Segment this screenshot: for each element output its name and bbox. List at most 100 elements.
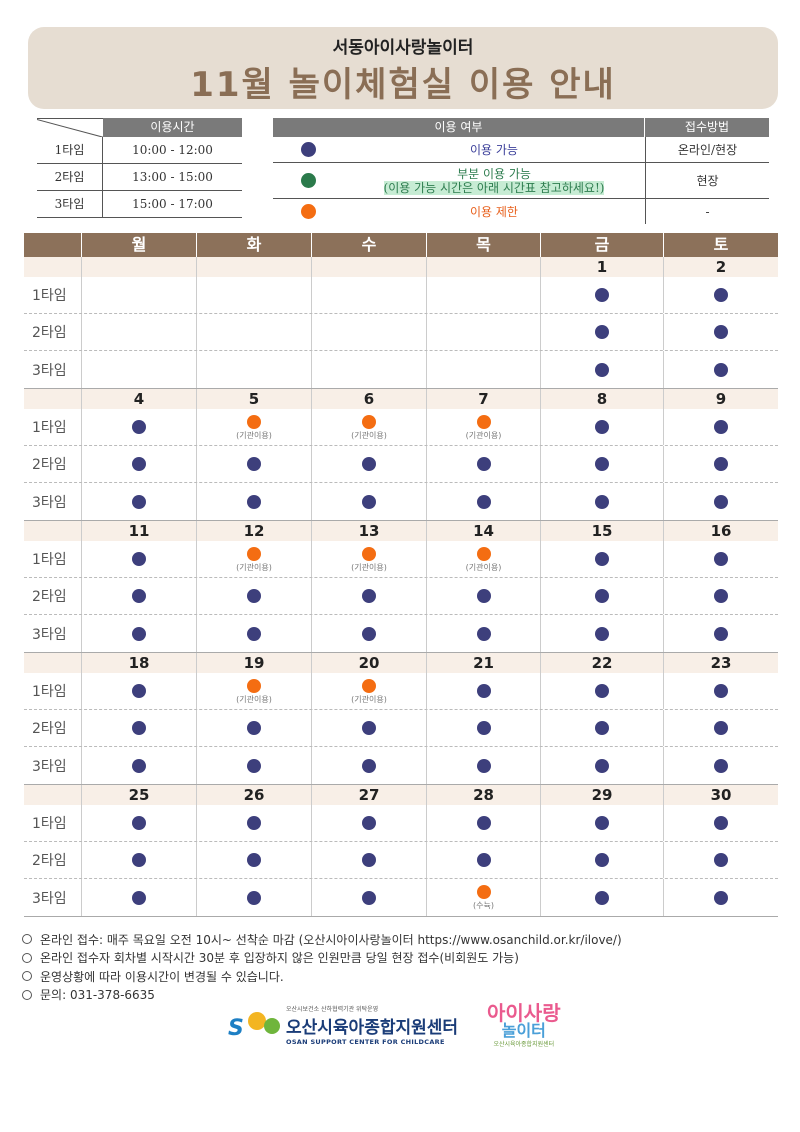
- slot-cell: [427, 805, 541, 841]
- time-row-time: 15:00 - 17:00: [132, 197, 213, 211]
- date-number: 9: [715, 390, 727, 408]
- date-number: 5: [197, 389, 312, 409]
- date-row: 25 26 27 28 29 30: [24, 785, 778, 805]
- slot-cell: [312, 578, 427, 614]
- calendar-week: 11 12 13 14 15 16 1타임 (기관이용) (기관이용) (기관이용) 2타임 3타임: [24, 521, 778, 653]
- note-text: 문의: 031-378-6635: [40, 988, 155, 1003]
- available-dot-icon: [247, 816, 261, 830]
- slot-cell: (기관이용): [197, 541, 312, 577]
- calendar: 월 화 수 목 금 토 1 2 1타임 2타임 3타임 4 5 6 7 8 9 1타임 (기관이용) (기…: [24, 233, 778, 917]
- slot-cell: [312, 277, 427, 313]
- slot-cell: [427, 277, 541, 313]
- available-dot-icon: [362, 758, 376, 773]
- status-text-note: (이용 가능 시간은 아래 시간표 참고하세요!): [383, 180, 605, 195]
- slot-cell: [82, 446, 197, 482]
- slot-cell: [312, 842, 427, 878]
- time-row-name: 3타임: [37, 191, 103, 217]
- available-dot-icon: [714, 420, 728, 434]
- slot-label: 1타임: [24, 409, 82, 445]
- playground-logo: 아이사랑 놀이터 오산시육아종합지원센터: [487, 1003, 561, 1048]
- slot-cell: [197, 805, 312, 841]
- slot-cell: [541, 747, 664, 784]
- date-number: 18: [82, 653, 197, 673]
- playground-logo-top: 아이사랑: [487, 1001, 561, 1025]
- available-dot-icon: [714, 816, 728, 830]
- weekday-label: 수: [312, 233, 427, 257]
- status-text: 이용 가능: [470, 143, 518, 157]
- available-dot-icon: [714, 589, 728, 603]
- slot-cell: [664, 710, 778, 746]
- date-number: 25: [82, 785, 197, 805]
- slot-cell: (기관이용): [312, 409, 427, 445]
- available-dot-icon: [362, 494, 376, 509]
- date-number: 21: [427, 653, 541, 673]
- available-dot-icon: [362, 626, 376, 641]
- circle-bullet-icon: [22, 952, 32, 963]
- date-number: 26: [197, 785, 312, 805]
- available-dot-icon: [714, 853, 728, 867]
- slot-row: 3타임 (수뉵): [24, 879, 778, 916]
- date-number: [427, 257, 541, 277]
- time-table: 이용시간 1타임 10:00 - 12:00 2타임 13:00 - 15:00…: [37, 118, 242, 218]
- date-number: 29: [541, 785, 664, 805]
- slot-cell: [197, 351, 312, 388]
- available-dot-icon: [476, 684, 491, 698]
- date-number: 4: [82, 389, 197, 409]
- slot-cell: (기관이용): [197, 673, 312, 709]
- slot-cell: [664, 277, 778, 313]
- slot-cell: [82, 351, 197, 388]
- slot-cell: [427, 842, 541, 878]
- time-row: 1타임 10:00 - 12:00: [37, 137, 242, 164]
- time-row-name: 1타임: [37, 137, 103, 163]
- note-text: 온라인 접수: 매주 목요일 오전 10시~ 선착순 마감 (오산시아이사랑놀이…: [40, 932, 622, 947]
- status-method: -: [645, 199, 769, 224]
- slot-cell: [427, 710, 541, 746]
- available-dot-icon: [714, 626, 728, 641]
- slot-cell: [427, 483, 541, 520]
- slot-cell: [197, 277, 312, 313]
- available-dot-icon: [714, 721, 728, 735]
- slot-cell: [427, 747, 541, 784]
- date-number: 16: [710, 522, 732, 540]
- slot-row: 3타임: [24, 483, 778, 520]
- slot-row: 2타임: [24, 314, 778, 351]
- available-dot-icon: [247, 853, 261, 867]
- slot-cell: [664, 351, 778, 388]
- available-dot-icon: [595, 457, 609, 471]
- slot-cell: [312, 314, 427, 350]
- restricted-dot-icon: [476, 885, 491, 899]
- date-row: 18 19 20 21 22 23: [24, 653, 778, 673]
- available-dot-icon: [247, 494, 261, 509]
- available-dot-icon: [300, 142, 316, 157]
- date-number: 27: [312, 785, 427, 805]
- slot-cell: [664, 747, 778, 784]
- date-number: 14: [427, 521, 541, 541]
- weekday-blank: [24, 233, 82, 257]
- date-row-blank: [24, 653, 82, 673]
- slot-cell: [427, 351, 541, 388]
- page-title: 11월 놀이체험실 이용 안내: [190, 65, 616, 105]
- slot-cell: [197, 747, 312, 784]
- time-table-header-label: 이용시간: [103, 118, 242, 137]
- date-number: 28: [427, 785, 541, 805]
- time-row-time: 10:00 - 12:00: [132, 143, 213, 157]
- available-dot-icon: [595, 684, 609, 698]
- slot-cell: [427, 314, 541, 350]
- date-number: 8: [541, 389, 664, 409]
- date-row-blank: [24, 785, 82, 805]
- slot-cell: [312, 351, 427, 388]
- calendar-week: 1 2 1타임 2타임 3타임: [24, 257, 778, 389]
- org-english-name: OSAN SUPPORT CENTER FOR CHILDCARE: [286, 1038, 445, 1046]
- calendar-week: 18 19 20 21 22 23 1타임 (기관이용) (기관이용) 2타임 3타임: [24, 653, 778, 785]
- slot-row: 1타임: [24, 277, 778, 314]
- slot-cell: [312, 747, 427, 784]
- slot-cell: [541, 578, 664, 614]
- diagonal-cell: [37, 118, 103, 137]
- slot-note: (기관이용): [236, 694, 272, 704]
- available-dot-icon: [362, 589, 376, 603]
- slot-label: 2타임: [24, 446, 82, 482]
- circle-bullet-icon: [22, 989, 32, 1000]
- slot-label: 3타임: [24, 483, 82, 520]
- slot-cell: [664, 879, 778, 916]
